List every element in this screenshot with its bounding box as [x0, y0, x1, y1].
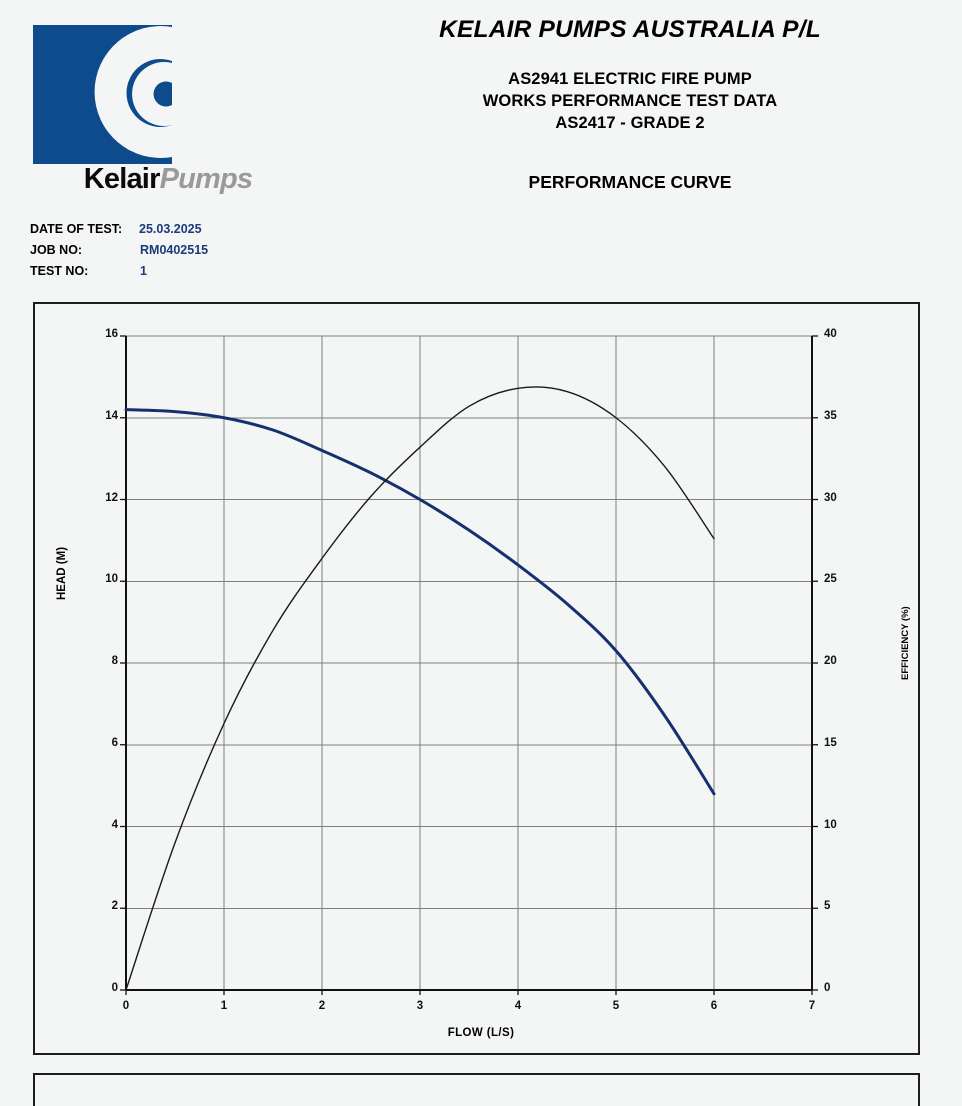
metadata-row-date: DATE OF TEST: 25.03.2025: [30, 222, 290, 243]
x-tick-label-flow-3: 3: [416, 1000, 424, 1012]
job-no-value: RM0402515: [140, 243, 209, 257]
x-tick-label-flow-4: 4: [514, 1000, 522, 1012]
header-subtitle-block: AS2941 ELECTRIC FIRE PUMP WORKS PERFORMA…: [330, 68, 930, 134]
x-axis-label-flow: FLOW (L/S): [447, 1027, 515, 1039]
kelair-logo: KelairPumps: [33, 25, 303, 200]
page-title: KELAIR PUMPS AUSTRALIA P/L: [439, 16, 821, 43]
y-tick-label-eff-0: 0: [824, 982, 831, 994]
y-tick-label-head-10: 10: [105, 573, 118, 586]
date-of-test-value: 25.03.2025: [139, 222, 202, 236]
y-tick-label-eff-30: 30: [824, 491, 837, 504]
y-tick-label-eff-15: 15: [824, 736, 837, 749]
job-no-label: JOB NO:: [30, 243, 83, 257]
test-no-label: TEST NO:: [30, 264, 89, 278]
header-line-3: AS2417 - GRADE 2: [555, 114, 705, 132]
y-tick-label-head-6: 6: [111, 736, 118, 749]
kelair-concentric-arcs-logo-icon: [33, 25, 172, 164]
kelair-wordmark: KelairPumps: [33, 165, 303, 194]
y-tick-label-head-2: 2: [111, 900, 118, 913]
x-tick-label-flow-6: 6: [710, 1000, 718, 1012]
x-tick-label-flow-7: 7: [808, 1000, 816, 1012]
date-of-test-label: DATE OF TEST:: [30, 222, 123, 236]
x-tick-label-flow-5: 5: [612, 1000, 620, 1012]
metadata-row-test: TEST NO: 1: [30, 264, 290, 285]
x-tick-label-flow-1: 1: [220, 1000, 228, 1012]
y-tick-label-eff-40: 40: [824, 328, 837, 340]
test-no-value: 1: [140, 264, 147, 278]
y-axis-label-efficiency: EFFICIENCY (%): [900, 606, 911, 680]
y-tick-label-eff-20: 20: [824, 655, 837, 667]
wordmark-pumps: Pumps: [159, 163, 253, 195]
y-tick-label-head-8: 8: [111, 655, 118, 667]
test-metadata: DATE OF TEST: 25.03.2025 JOB NO: RM04025…: [30, 222, 290, 285]
y-tick-label-head-4: 4: [111, 818, 118, 831]
y-tick-label-eff-5: 5: [824, 900, 831, 913]
wordmark-kelair: Kelair: [83, 163, 161, 195]
y-tick-label-eff-10: 10: [824, 818, 837, 831]
y-axis-label-head: HEAD (M): [56, 547, 68, 600]
header-section-title: PERFORMANCE CURVE: [528, 172, 732, 192]
header-line-2: WORKS PERFORMANCE TEST DATA: [482, 92, 778, 110]
y-tick-label-head-16: 16: [105, 328, 118, 340]
y-tick-label-eff-25: 25: [824, 573, 837, 586]
y-tick-label-head-14: 14: [105, 409, 118, 422]
header-line-1: AS2941 ELECTRIC FIRE PUMP: [508, 70, 752, 88]
chart-frame: [33, 302, 920, 1055]
y-tick-label-head-0: 0: [111, 982, 118, 994]
y-tick-label-head-12: 12: [105, 491, 118, 504]
x-tick-label-flow-0: 0: [122, 1000, 130, 1012]
secondary-frame: [33, 1073, 920, 1106]
y-tick-label-eff-35: 35: [824, 409, 837, 422]
x-tick-label-flow-2: 2: [318, 1000, 326, 1012]
metadata-row-job: JOB NO: RM0402515: [30, 243, 290, 264]
